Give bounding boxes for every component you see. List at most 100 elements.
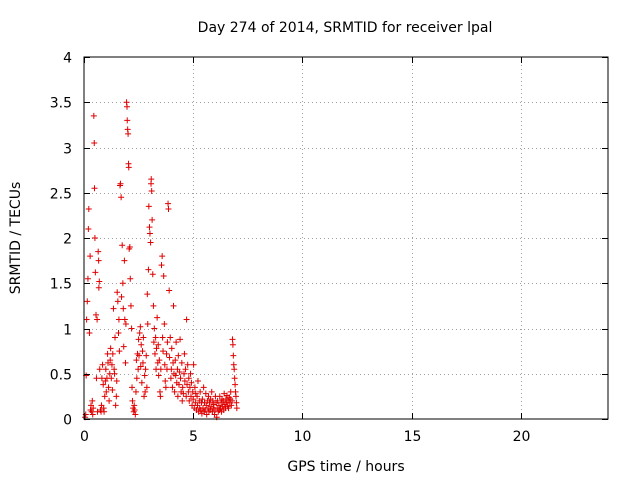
data-point xyxy=(155,372,162,379)
data-point xyxy=(142,388,149,395)
data-point xyxy=(231,375,238,382)
data-point xyxy=(230,352,237,359)
data-point xyxy=(225,405,232,412)
data-point xyxy=(143,384,150,391)
data-point xyxy=(233,399,240,406)
data-point xyxy=(115,316,122,323)
data-point xyxy=(231,366,238,373)
data-point xyxy=(138,379,145,386)
data-point xyxy=(194,393,201,400)
data-point xyxy=(192,390,199,397)
data-point xyxy=(126,244,133,251)
data-point xyxy=(157,393,164,400)
y-tick-label: 1.5 xyxy=(50,277,72,293)
data-point xyxy=(142,366,149,373)
data-point xyxy=(89,411,96,418)
data-point xyxy=(214,397,221,404)
data-point xyxy=(139,348,146,355)
data-point xyxy=(179,384,186,391)
data-point xyxy=(118,293,125,300)
data-point xyxy=(108,361,115,368)
data-point xyxy=(149,216,156,223)
data-point xyxy=(136,352,143,359)
data-point xyxy=(184,381,191,388)
data-point xyxy=(83,316,90,323)
data-point xyxy=(177,375,184,382)
data-point xyxy=(137,363,144,370)
data-point xyxy=(88,408,95,415)
data-point xyxy=(151,325,158,332)
y-tick-label: 2.5 xyxy=(50,187,72,203)
data-point xyxy=(104,350,111,357)
data-point xyxy=(148,187,155,194)
data-point xyxy=(120,305,127,312)
data-point xyxy=(143,352,150,359)
data-point xyxy=(90,405,97,412)
data-point xyxy=(168,366,175,373)
data-point xyxy=(92,269,99,276)
data-point xyxy=(172,357,179,364)
data-point xyxy=(127,275,134,282)
data-point xyxy=(145,203,152,210)
data-point xyxy=(127,302,134,309)
data-point xyxy=(146,224,153,231)
data-point xyxy=(184,361,191,368)
data-point xyxy=(91,235,98,241)
data-point xyxy=(91,185,98,192)
data-point xyxy=(208,388,215,395)
data-point xyxy=(190,396,197,403)
data-point xyxy=(105,384,112,391)
data-point xyxy=(149,271,156,278)
grid xyxy=(84,57,608,419)
data-point xyxy=(137,323,144,330)
data-point xyxy=(160,348,167,355)
data-point xyxy=(117,180,124,187)
x-tick-label: 0 xyxy=(80,429,89,445)
data-point xyxy=(154,359,161,366)
data-point xyxy=(229,341,236,348)
data-point xyxy=(122,320,129,327)
data-point xyxy=(96,278,103,285)
data-point xyxy=(124,117,131,124)
data-point xyxy=(175,381,182,388)
data-point xyxy=(141,393,148,400)
data-point xyxy=(232,393,239,400)
data-point xyxy=(115,330,122,337)
data-point xyxy=(171,388,178,395)
x-tick-label: 10 xyxy=(294,429,312,445)
data-point xyxy=(153,345,160,352)
data-point xyxy=(176,368,183,375)
data-point xyxy=(121,316,128,323)
data-point xyxy=(106,397,113,404)
data-point xyxy=(128,325,135,332)
data-point xyxy=(133,357,140,364)
data-point xyxy=(156,357,163,364)
data-point xyxy=(138,341,145,348)
data-point xyxy=(132,388,139,395)
x-tick-label: 5 xyxy=(189,429,198,445)
data-point xyxy=(202,390,209,397)
data-point xyxy=(144,320,151,327)
data-point xyxy=(113,393,120,400)
data-point xyxy=(169,384,176,391)
data-point xyxy=(119,280,126,287)
data-point xyxy=(162,384,169,391)
data-point xyxy=(189,388,196,395)
y-tick-label: 4 xyxy=(63,51,72,67)
data-point xyxy=(99,361,106,368)
y-tick-label: 3 xyxy=(63,142,72,158)
data-point xyxy=(158,262,165,269)
data-point xyxy=(180,370,187,377)
data-point xyxy=(94,316,101,323)
data-point xyxy=(165,200,172,207)
data-point xyxy=(103,388,110,395)
data-point xyxy=(228,402,235,409)
data-point xyxy=(229,336,236,343)
data-point xyxy=(107,345,114,352)
data-point xyxy=(229,397,236,404)
data-point xyxy=(168,345,175,352)
data-point xyxy=(182,366,189,373)
data-point xyxy=(148,176,155,183)
data-point xyxy=(121,257,128,264)
data-point xyxy=(132,411,139,418)
